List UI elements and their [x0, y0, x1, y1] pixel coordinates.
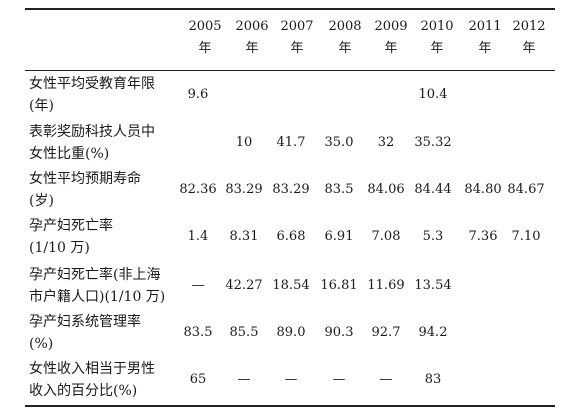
value-cell: 32 [377, 135, 395, 150]
value-cell: 65 [189, 372, 207, 387]
year-header: 2012 年 [512, 19, 546, 56]
year-header: 2008 年 [328, 19, 362, 56]
row-label: 表彰奖励科技人员中 女性比重(%) [29, 124, 155, 162]
year-header: 2005 年 [188, 19, 222, 56]
value-cell: 92.7 [371, 325, 401, 340]
table-bottom-rule [25, 405, 555, 407]
value-cell: 89.0 [276, 325, 306, 340]
value-cell: 83 [424, 372, 442, 387]
value-cell: 84.67 [507, 182, 545, 197]
value-cell: 84.80 [464, 182, 502, 197]
value-cell: 83.29 [225, 182, 263, 197]
value-cell: 35.32 [414, 135, 452, 150]
value-cell: 10 [235, 135, 253, 150]
value-cell: 6.91 [324, 229, 354, 244]
table-header-rule [25, 70, 555, 71]
table-top-rule [25, 8, 555, 10]
value-cell: 41.7 [276, 135, 306, 150]
value-cell: 6.68 [276, 229, 306, 244]
value-cell: 94.2 [418, 325, 448, 340]
value-cell: 9.6 [187, 87, 209, 102]
row-label: 孕产妇死亡率(非上海 市户籍人口)(1/10 万) [29, 267, 166, 305]
value-cell: 82.36 [179, 182, 217, 197]
value-cell: 84.44 [414, 182, 452, 197]
value-cell: 35.0 [324, 135, 354, 150]
year-header: 2007 年 [280, 19, 314, 56]
year-header: 2010 年 [420, 19, 454, 56]
row-label: 孕产妇系统管理率 (%) [29, 314, 141, 352]
statistics-table: 2005 年 2006 年 2007 年 2008 年 2009 年 2010 年 2011… [25, 8, 555, 407]
row-label: 女性平均受教育年限 (年) [29, 76, 155, 114]
value-cell: 7.10 [511, 229, 541, 244]
value-cell: 7.36 [468, 229, 498, 244]
row-label: 女性收入相当于男性 收入的百分比(%) [29, 361, 155, 399]
value-cell: 1.4 [187, 229, 209, 244]
value-cell: 7.08 [371, 229, 401, 244]
value-cell: 84.06 [367, 182, 405, 197]
year-header: 2009 年 [374, 19, 408, 56]
value-cell: 42.27 [225, 278, 263, 293]
value-cell: 85.5 [229, 325, 259, 340]
value-cell: 90.3 [324, 325, 354, 340]
value-cell: 18.54 [272, 278, 310, 293]
year-header: 2011 年 [468, 19, 502, 56]
value-cell: — [379, 372, 393, 387]
value-cell: 83.29 [272, 182, 310, 197]
value-cell: — [191, 278, 205, 293]
value-cell: — [237, 372, 251, 387]
row-label: 孕产妇死亡率 (1/10 万) [29, 218, 113, 256]
value-cell: 16.81 [320, 278, 358, 293]
row-label: 女性平均预期寿命 (岁) [29, 171, 141, 209]
value-cell: — [332, 372, 346, 387]
value-cell: — [284, 372, 298, 387]
value-cell: 83.5 [183, 325, 213, 340]
value-cell: 8.31 [229, 229, 259, 244]
value-cell: 5.3 [422, 229, 444, 244]
value-cell: 11.69 [367, 278, 405, 293]
year-header: 2006 年 [235, 19, 269, 56]
value-cell: 13.54 [414, 278, 452, 293]
value-cell: 10.4 [418, 87, 448, 102]
value-cell: 83.5 [324, 182, 354, 197]
